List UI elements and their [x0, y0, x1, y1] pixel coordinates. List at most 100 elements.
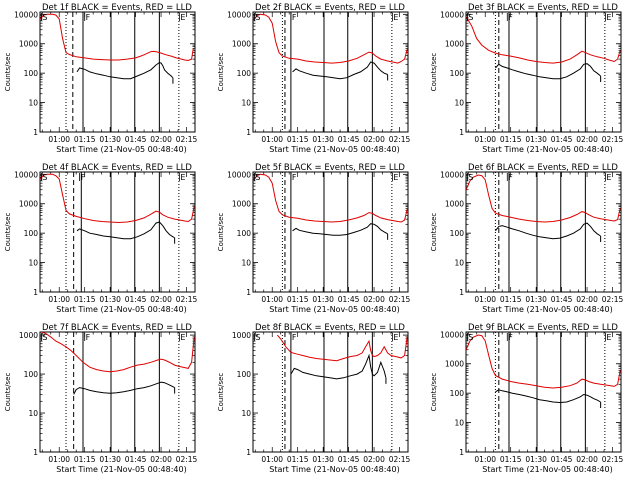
segment-marker-label: E [393, 173, 398, 182]
segment-marker-label: F [292, 173, 297, 182]
detector-panel-3: 1 10 100 1000 10000 01:00 01:15 01:30 01:45 02:00… [430, 3, 624, 154]
series-lld [40, 13, 194, 62]
y-axis-label: Counts/sec [4, 213, 12, 252]
y-tick-label: 10000 [14, 170, 38, 179]
series-events [292, 61, 388, 80]
y-tick-label: 100 [24, 370, 39, 379]
y-tick-label: 1 [33, 448, 38, 457]
y-tick-label: 10000 [440, 170, 464, 179]
segment-marker-label: E [180, 333, 185, 342]
series-events [290, 353, 387, 380]
x-tick-label: 01:30 [99, 295, 121, 304]
x-tick-label: 01:00 [48, 295, 70, 304]
x-tick-label: 02:15 [602, 295, 624, 304]
series-events [292, 223, 388, 236]
segment-marker-label: F [86, 13, 91, 22]
series-events [495, 222, 601, 240]
x-tick-label: 01:15 [74, 295, 96, 304]
plot-title: Det 7f BLACK = Events, RED = LLD [42, 323, 192, 333]
x-tick-label: 02:00 [576, 455, 598, 464]
segment-marker-label: F [508, 173, 513, 182]
series-lld [40, 173, 195, 224]
x-tick-label: 01:15 [287, 295, 309, 304]
segment-marker-label: E [606, 333, 611, 342]
x-axis-label: Start Time (21-Nov-05 00:48:40) [482, 145, 612, 154]
y-axis-label: Counts/sec [4, 53, 12, 92]
x-tick-label: 01:45 [338, 455, 360, 464]
y-tick-label: 1000 [232, 40, 251, 49]
x-tick-label: 01:15 [500, 455, 522, 464]
plot-title: Det 1f BLACK = Events, RED = LLD [42, 3, 192, 13]
x-tick-label: 01:00 [48, 455, 70, 464]
plot-frame [465, 11, 622, 133]
y-axis-label: Counts/sec [430, 373, 438, 412]
series-lld [466, 16, 621, 64]
y-tick-label: 1000 [19, 40, 38, 49]
y-axis-label: Counts/sec [217, 373, 225, 412]
detector-panel-7: 1 10 100 1000 01:00 01:15 01:30 01:45 02:00 02:15… [4, 323, 198, 474]
x-axis-label: Start Time (21-Nov-05 00:48:40) [56, 465, 186, 474]
y-tick-label: 10000 [440, 10, 464, 19]
series-lld [253, 13, 408, 64]
segment-marker-label: S [42, 173, 47, 182]
y-tick-label: 100 [237, 69, 252, 78]
segment-marker-label: S [255, 13, 260, 22]
y-axis-label: Counts/sec [430, 53, 438, 92]
x-tick-label: 01:30 [525, 135, 547, 144]
y-tick-label: 1000 [232, 331, 251, 340]
y-tick-label: 1 [246, 448, 251, 457]
x-tick-label: 02:00 [150, 455, 172, 464]
x-tick-label: 02:00 [576, 295, 598, 304]
y-tick-label: 100 [24, 229, 39, 238]
y-axis-label: Counts/sec [217, 53, 225, 92]
series-lld [466, 334, 621, 389]
segment-marker-label: S [468, 13, 473, 22]
x-tick-label: 01:15 [74, 135, 96, 144]
series-lld [41, 332, 195, 373]
y-tick-label: 100 [24, 69, 39, 78]
x-axis-label: Start Time (21-Nov-05 00:48:40) [482, 305, 612, 314]
y-tick-label: 10 [454, 259, 464, 268]
x-tick-label: 02:00 [576, 135, 598, 144]
x-tick-label: 02:15 [176, 455, 198, 464]
plot-title: Det 6f BLACK = Events, RED = LLD [468, 163, 618, 173]
x-tick-label: 01:00 [261, 455, 283, 464]
y-tick-label: 10000 [14, 10, 38, 19]
x-axis-label: Start Time (21-Nov-05 00:48:40) [482, 465, 612, 474]
segment-marker-label: E [606, 173, 611, 182]
segment-marker-label: F [86, 333, 91, 342]
series-events [495, 389, 601, 404]
x-tick-label: 02:15 [389, 295, 411, 304]
detector-panel-5: 1 10 100 1000 10000 01:00 01:15 01:30 01:45 02:00… [217, 163, 411, 314]
segment-marker-label: E [393, 333, 398, 342]
x-tick-label: 01:15 [74, 455, 96, 464]
segment-marker-label: F [508, 333, 513, 342]
y-tick-label: 1000 [19, 200, 38, 209]
y-tick-label: 1000 [445, 200, 464, 209]
plot-title: Det 9f BLACK = Events, RED = LLD [468, 323, 618, 333]
x-tick-label: 01:45 [125, 295, 147, 304]
y-tick-label: 10 [454, 99, 464, 108]
segment-marker-label: S [42, 13, 47, 22]
x-tick-label: 01:45 [551, 295, 573, 304]
y-tick-label: 1 [459, 128, 464, 137]
y-tick-label: 1000 [445, 360, 464, 369]
y-tick-label: 1 [459, 288, 464, 297]
y-axis-label: Counts/sec [4, 373, 12, 412]
y-tick-label: 10000 [227, 10, 251, 19]
series-events [73, 381, 175, 395]
y-tick-label: 10 [241, 259, 251, 268]
x-tick-label: 01:30 [525, 455, 547, 464]
x-tick-label: 01:30 [312, 295, 334, 304]
x-tick-label: 01:30 [525, 295, 547, 304]
plot-frame [39, 11, 196, 133]
y-tick-label: 10 [241, 409, 251, 418]
x-tick-label: 01:30 [99, 135, 121, 144]
x-tick-label: 02:00 [363, 295, 385, 304]
x-axis-label: Start Time (21-Nov-05 00:48:40) [269, 465, 399, 474]
x-tick-label: 01:00 [261, 135, 283, 144]
y-tick-label: 1000 [19, 331, 38, 340]
series-events [76, 61, 174, 80]
x-axis-label: Start Time (21-Nov-05 00:48:40) [269, 305, 399, 314]
